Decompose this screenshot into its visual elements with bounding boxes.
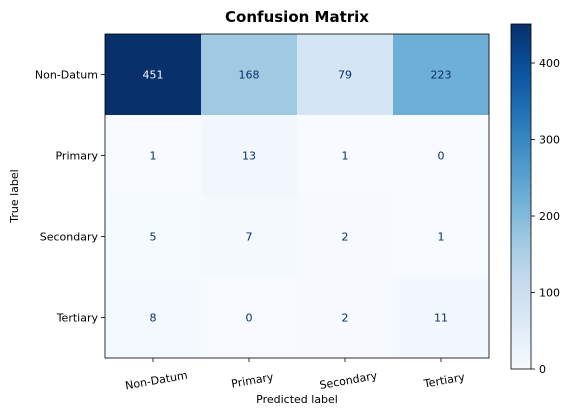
heatmap-cell [297,277,394,359]
colorbar-ticks: 0 100 200 300 400 [531,57,560,376]
cell-value-label: 79 [338,69,352,82]
heatmap-cell [201,277,298,359]
cell-value-label: 451 [143,69,164,82]
heatmap-cell [201,196,298,278]
cell-value-label: 13 [242,150,256,163]
heatmap-cell [105,277,202,359]
cell-value-label: 1 [150,150,157,163]
y-tick-label: Secondary [40,231,99,244]
heatmap-cell [297,34,394,116]
chart-title: Confusion Matrix [225,8,369,26]
x-tick-label: Non-Datum [124,369,188,393]
x-tick-label: Tertiary [422,370,466,390]
heatmap-cell [201,34,298,116]
cell-value-label: 2 [342,231,349,244]
heatmap-cell [393,277,490,359]
heatmap-cell [105,115,202,197]
colorbar-tick-label: 100 [539,287,560,300]
y-axis-ticks: Non-Datum Primary Secondary Tertiary [35,69,105,325]
cell-value-label: 223 [431,69,452,82]
cell-value-label: 7 [246,231,253,244]
cell-value-labels: 451 168 79 223 1 13 1 0 5 7 2 1 8 0 2 11 [143,69,452,325]
heatmap-cell [393,196,490,278]
cell-value-label: 5 [150,231,157,244]
cell-value-label: 11 [434,312,448,325]
x-tick-label: Primary [230,370,275,390]
y-tick-label: Primary [55,150,98,163]
cell-value-label: 1 [342,150,349,163]
cell-value-label: 8 [150,312,157,325]
cell-value-label: 2 [342,312,349,325]
y-tick-label: Tertiary [56,312,99,325]
heatmap-cell [105,34,202,116]
colorbar [510,23,532,370]
x-axis-ticks: Non-Datum Primary Secondary Tertiary [124,358,466,392]
cell-value-label: 0 [246,312,253,325]
colorbar-tick-label: 200 [539,210,560,223]
heatmap-cell [393,34,490,116]
heatmap-cell [297,196,394,278]
heatmap-cell [105,196,202,278]
y-tick-label: Non-Datum [35,69,98,82]
colorbar-tick-label: 400 [539,57,560,70]
heatmap-cell [393,115,490,197]
cell-value-label: 1 [438,231,445,244]
colorbar-tick-label: 300 [539,134,560,147]
x-tick-label: Secondary [319,369,379,392]
cell-value-label: 0 [438,150,445,163]
colorbar-tick-label: 0 [539,363,546,376]
cell-value-label: 168 [239,69,260,82]
x-axis-label: Predicted label [256,393,338,406]
heatmap-cells [105,34,490,359]
plot-frame [104,33,490,359]
y-axis-label: True label [8,169,21,223]
heatmap-cell [201,115,298,197]
heatmap-cell [297,115,394,197]
